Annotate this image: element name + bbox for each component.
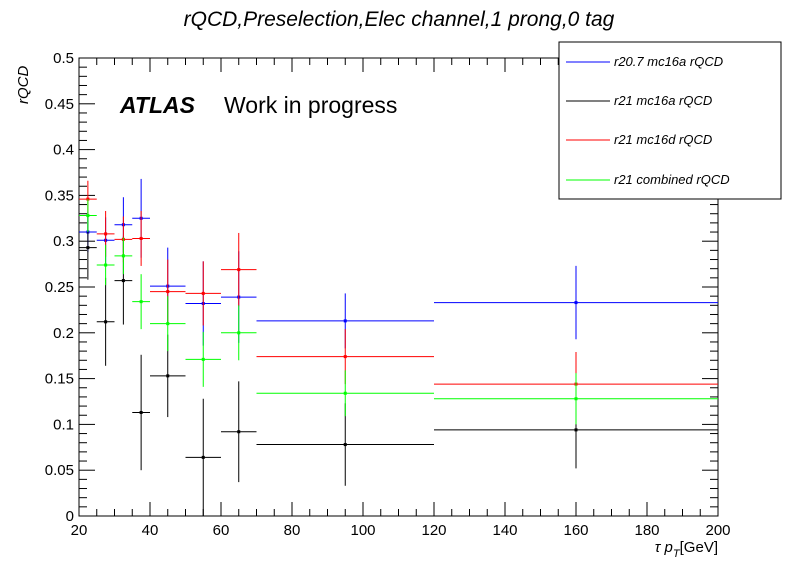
data-point: [574, 301, 578, 305]
x-axis-title: τ pT[GeV]: [655, 539, 718, 560]
y-tick-label: 0.2: [53, 325, 74, 342]
legend-label: r21 mc16a rQCD: [614, 93, 712, 108]
data-point: [121, 279, 125, 283]
data-point: [86, 246, 90, 250]
y-tick-label: 0.5: [53, 50, 74, 67]
data-point: [201, 291, 205, 295]
data-point: [139, 236, 143, 240]
x-tick-label: 80: [284, 522, 301, 539]
data-point: [166, 374, 170, 378]
legend-box: [558, 41, 782, 200]
data-point: [104, 232, 108, 236]
x-tick-label: 40: [142, 522, 159, 539]
series-r21-mc16d-rqcd: [79, 180, 718, 417]
data-point: [574, 428, 578, 432]
y-tick-label: 0.25: [45, 279, 74, 296]
axes-group: 0 0.05 0.1 0.15 0.2 0.25 0.3 0.35 0.4 0.45 0.5 20 40…: [45, 50, 731, 539]
data-point: [121, 254, 125, 258]
data-point: [166, 322, 170, 326]
data-point: [201, 455, 205, 459]
x-tick-label: 140: [492, 522, 517, 539]
legend: r20.7 mc16a rQCD r21 mc16a rQCD r21 mc16d …: [558, 41, 782, 200]
x-tick-label: 120: [421, 522, 446, 539]
series-r21-combined-rqcd: [79, 199, 718, 425]
series-r20-7-mc16a-rqcd: [79, 178, 718, 349]
x-tick-label: 180: [634, 522, 659, 539]
y-tick-label: 0.15: [45, 371, 74, 388]
data-point: [237, 331, 241, 335]
data-point: [237, 430, 241, 434]
x-tick-label: 100: [350, 522, 375, 539]
data-point: [343, 391, 347, 395]
chart-title: rQCD,Preselection,Elec channel,1 prong,0…: [184, 8, 615, 31]
y-tick-label: 0.35: [45, 187, 74, 204]
data-point: [104, 263, 108, 267]
y-tick-label: 0.45: [45, 96, 74, 113]
data-point: [343, 443, 347, 447]
data-point: [104, 320, 108, 324]
atlas-label: ATLAS: [119, 92, 196, 118]
y-tick-label: 0.1: [53, 416, 74, 433]
data-point: [343, 355, 347, 359]
work-in-progress-label: Work in progress: [224, 92, 397, 118]
data-point: [166, 290, 170, 294]
x-tick-label: 60: [213, 522, 230, 539]
data-marks: [79, 178, 718, 516]
data-point: [237, 268, 241, 272]
y-axis-title: rQCD: [15, 66, 32, 104]
y-tick-label: 0.05: [45, 462, 74, 479]
legend-label: r21 combined rQCD: [614, 172, 730, 187]
legend-label: r20.7 mc16a rQCD: [614, 54, 723, 69]
data-point: [139, 410, 143, 414]
atlas-annotation: ATLAS Work in progress: [119, 92, 397, 118]
y-tick-label: 0.4: [53, 142, 74, 159]
series-r21-mc16a-rqcd: [79, 215, 718, 516]
x-tick-label: 20: [71, 522, 88, 539]
data-point: [86, 214, 90, 218]
data-point: [574, 397, 578, 401]
legend-label: r21 mc16d rQCD: [614, 132, 712, 147]
data-point: [139, 300, 143, 304]
y-tick-label: 0.3: [53, 233, 74, 250]
y-tick-label: 0: [66, 508, 74, 525]
data-point: [201, 357, 205, 361]
x-tick-label: 200: [705, 522, 730, 539]
data-point: [343, 319, 347, 323]
x-tick-label: 160: [563, 522, 588, 539]
